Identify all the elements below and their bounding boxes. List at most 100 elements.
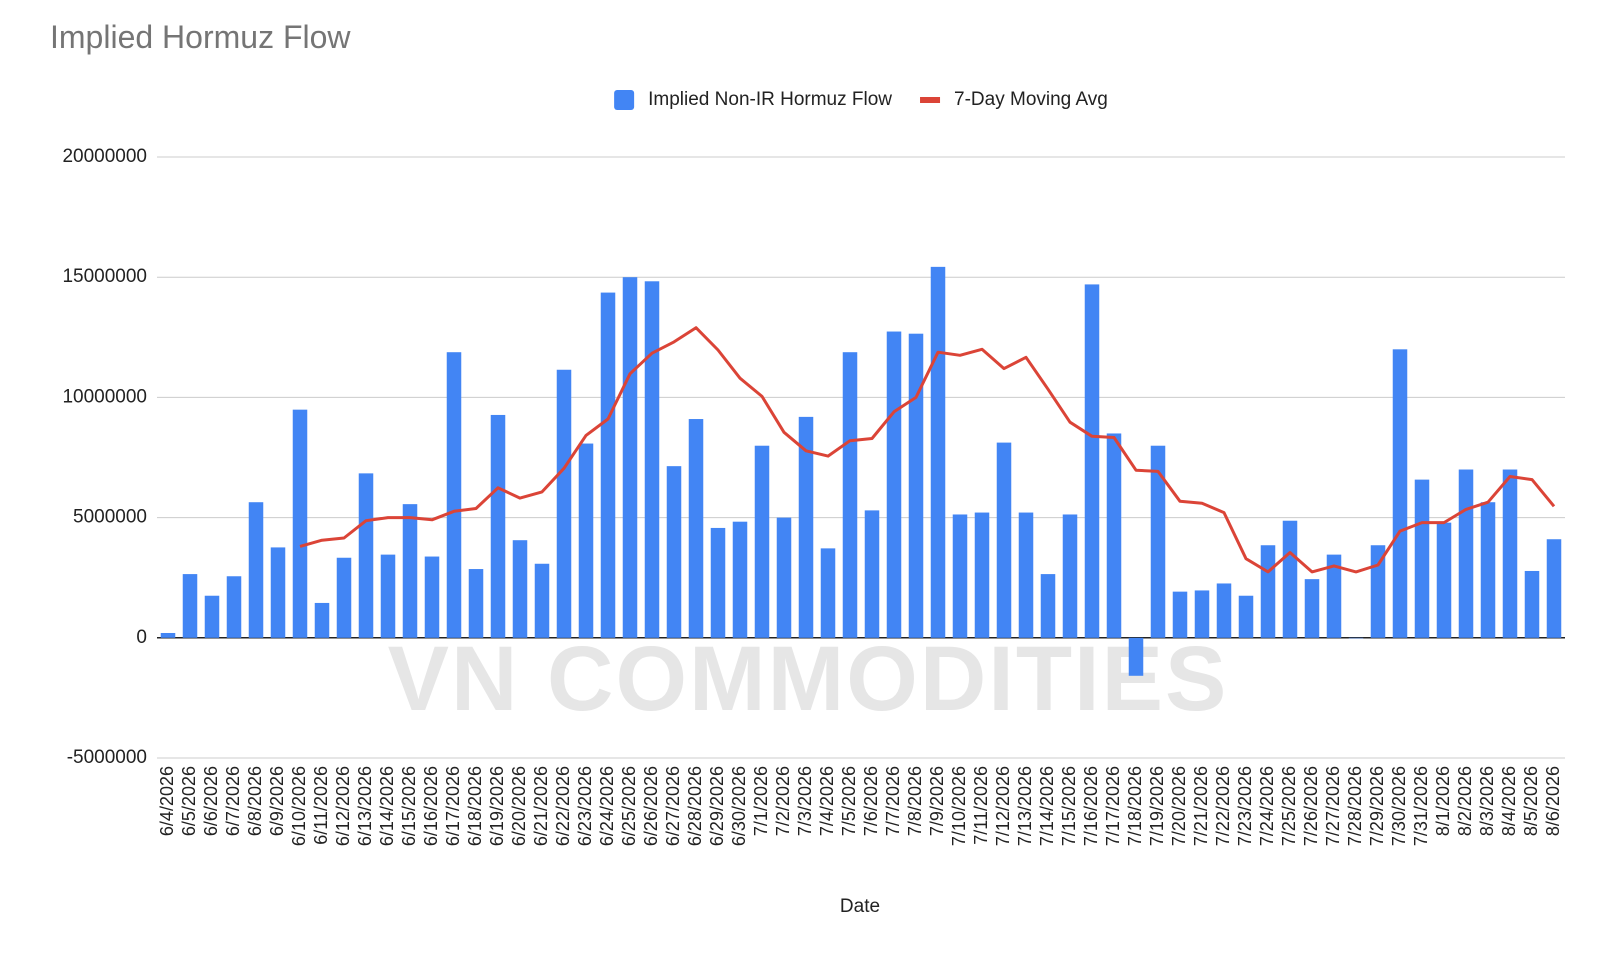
- x-tick-label: 7/28/2026: [1345, 766, 1365, 846]
- x-tick-label: 7/20/2026: [1169, 766, 1189, 846]
- bar: [1326, 554, 1342, 638]
- x-tick-label: 6/5/2026: [179, 766, 199, 836]
- bar: [248, 502, 264, 638]
- bar: [930, 266, 946, 638]
- bar: [1216, 583, 1232, 638]
- bar: [1062, 514, 1078, 638]
- x-tick-label: 6/20/2026: [509, 766, 529, 846]
- x-tick-label: 7/5/2026: [839, 766, 859, 836]
- bar: [886, 331, 902, 638]
- x-tick-label: 7/2/2026: [773, 766, 793, 836]
- bar: [600, 292, 616, 638]
- bar: [754, 445, 770, 638]
- x-tick-label: 8/6/2026: [1543, 766, 1563, 836]
- x-tick-label: 6/18/2026: [465, 766, 485, 846]
- y-tick-label: 5000000: [73, 507, 147, 528]
- x-tick-label: 8/1/2026: [1433, 766, 1453, 836]
- bar: [512, 540, 528, 638]
- x-tick-label: 7/29/2026: [1367, 766, 1387, 846]
- bar: [952, 514, 968, 638]
- legend: Implied Non-IR Hormuz Flow 7-Day Moving A…: [614, 89, 1108, 110]
- x-tick-label: 6/4/2026: [157, 766, 177, 836]
- bar: [578, 443, 594, 638]
- bar: [622, 277, 638, 638]
- legend-item: 7-Day Moving Avg: [920, 89, 1108, 110]
- x-tick-label: 6/14/2026: [377, 766, 397, 846]
- bar: [534, 563, 550, 638]
- bar: [358, 473, 374, 638]
- bar: [1502, 469, 1518, 638]
- bar: [1260, 545, 1276, 638]
- bar: [446, 352, 462, 638]
- legend-label: 7-Day Moving Avg: [954, 89, 1108, 110]
- bar: [270, 547, 286, 638]
- x-tick-label: 6/15/2026: [399, 766, 419, 846]
- bar: [1282, 520, 1298, 638]
- y-tick-label: 20000000: [62, 146, 147, 167]
- bar: [908, 333, 924, 638]
- bar: [1524, 570, 1540, 638]
- bar: [490, 414, 506, 638]
- x-tick-label: 7/4/2026: [817, 766, 837, 836]
- bar: [336, 557, 352, 638]
- y-tick-label: 0: [136, 627, 147, 648]
- bar: [402, 504, 418, 638]
- bar: [1084, 284, 1100, 638]
- bar: [732, 521, 748, 638]
- bar: [1040, 574, 1056, 638]
- bar: [292, 409, 308, 638]
- bar: [974, 512, 990, 638]
- x-tick-label: 7/1/2026: [751, 766, 771, 836]
- bar: [204, 595, 220, 638]
- x-tick-label: 6/22/2026: [553, 766, 573, 846]
- x-tick-label: 6/26/2026: [641, 766, 661, 846]
- bar: [1238, 595, 1254, 638]
- x-tick-label: 7/26/2026: [1301, 766, 1321, 846]
- bar: [1348, 637, 1364, 639]
- legend-swatch: [614, 90, 635, 110]
- x-tick-label: 7/12/2026: [993, 766, 1013, 846]
- x-tick-label: 6/12/2026: [333, 766, 353, 846]
- x-tick-label: 8/5/2026: [1521, 766, 1541, 836]
- watermark: VN COMMODITIES: [388, 628, 1229, 730]
- x-tick-label: 6/27/2026: [663, 766, 683, 846]
- x-tick-label: 7/13/2026: [1015, 766, 1035, 846]
- x-tick-label: 7/7/2026: [883, 766, 903, 836]
- x-tick-label: 7/15/2026: [1059, 766, 1079, 846]
- bar: [314, 602, 330, 638]
- x-tick-label: 7/17/2026: [1103, 766, 1123, 846]
- bar: [160, 632, 176, 638]
- x-tick-label: 7/8/2026: [905, 766, 925, 836]
- x-tick-label: 7/31/2026: [1411, 766, 1431, 846]
- bar: [776, 517, 792, 638]
- bar: [710, 527, 726, 638]
- x-tick-label: 6/23/2026: [575, 766, 595, 846]
- x-tick-label: 7/14/2026: [1037, 766, 1057, 846]
- x-tick-label: 7/6/2026: [861, 766, 881, 836]
- y-tick-label: -5000000: [67, 747, 147, 768]
- bar: [1194, 590, 1210, 638]
- x-tick-label: 7/21/2026: [1191, 766, 1211, 846]
- x-tick-label: 6/24/2026: [597, 766, 617, 846]
- x-tick-label: 6/17/2026: [443, 766, 463, 846]
- x-tick-label: 7/9/2026: [927, 766, 947, 836]
- x-tick-label: 6/28/2026: [685, 766, 705, 846]
- legend-item: Implied Non-IR Hormuz Flow: [614, 89, 892, 110]
- x-tick-label: 6/25/2026: [619, 766, 639, 846]
- bar: [1172, 591, 1188, 638]
- bar: [1414, 479, 1430, 638]
- x-tick-label: 6/13/2026: [355, 766, 375, 846]
- x-tick-label: 7/24/2026: [1257, 766, 1277, 846]
- chart-title: Implied Hormuz Flow: [50, 19, 351, 55]
- x-tick-label: 7/18/2026: [1125, 766, 1145, 846]
- x-tick-label: 6/10/2026: [289, 766, 309, 846]
- bar: [1150, 445, 1166, 638]
- x-tick-label: 6/16/2026: [421, 766, 441, 846]
- bar: [468, 569, 484, 638]
- bar: [182, 574, 198, 638]
- bar: [226, 576, 242, 638]
- x-tick-label: 6/9/2026: [267, 766, 287, 836]
- bar: [1436, 522, 1452, 638]
- bar: [644, 281, 660, 638]
